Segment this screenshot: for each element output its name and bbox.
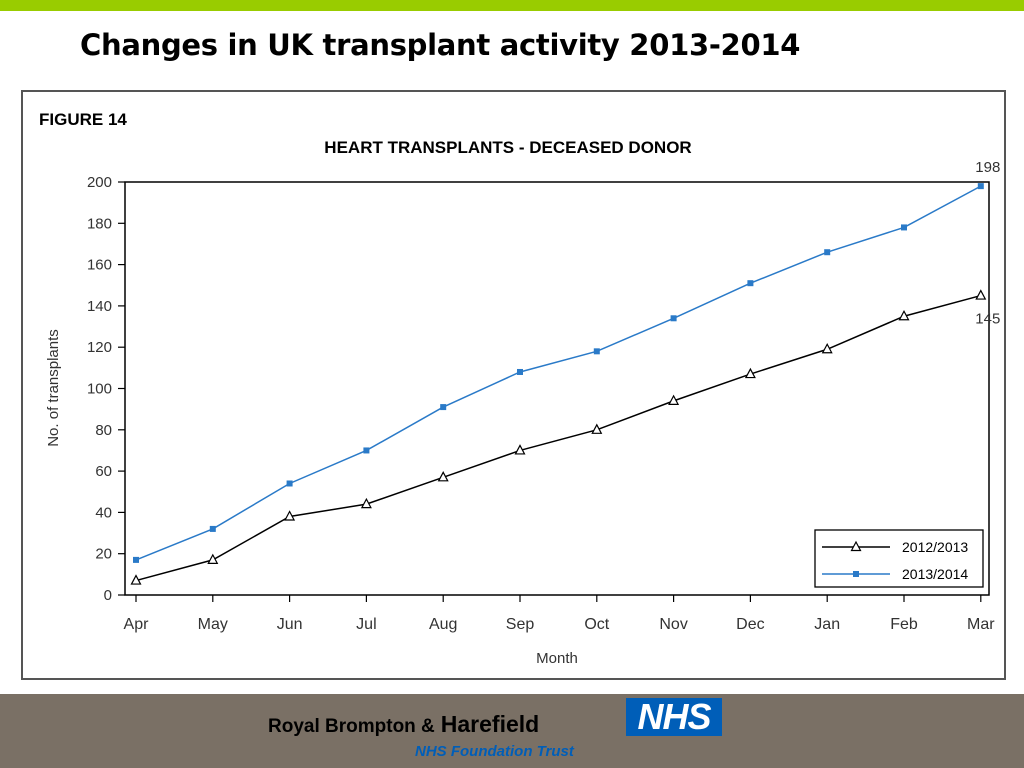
data-point bbox=[744, 367, 756, 379]
data-point bbox=[517, 368, 523, 375]
figure-label: FIGURE 14 bbox=[39, 110, 127, 129]
data-point bbox=[133, 556, 139, 563]
data-point bbox=[977, 183, 984, 190]
data-point bbox=[747, 280, 754, 287]
series-line bbox=[135, 294, 981, 582]
x-axis: Apr May Jun Jul Aug Sep Oct Nov Dec Jan Feb Mar bbox=[124, 595, 995, 633]
y-tick-label: 180 bbox=[87, 215, 112, 232]
figure-frame: FIGURE 14 HEART TRANSPLANTS - DECEASED D… bbox=[21, 90, 1006, 680]
y-axis: 0 20 40 60 80 100 120 140 160 180 200 bbox=[87, 174, 125, 604]
data-point bbox=[440, 404, 447, 411]
data-point bbox=[437, 471, 449, 482]
x-tick-label: Sep bbox=[506, 616, 535, 633]
organization-name-part1: Royal Brompton & bbox=[268, 716, 435, 737]
x-tick-label: Jun bbox=[277, 616, 303, 633]
nhs-foundation-trust-label: NHS Foundation Trust bbox=[415, 743, 574, 760]
series-2012-2013: 145 bbox=[130, 289, 1000, 585]
x-tick-label: Mar bbox=[967, 616, 995, 633]
series-layer: 145 198 bbox=[130, 159, 1000, 585]
data-point bbox=[821, 342, 833, 354]
legend-label: 2012/2013 bbox=[902, 539, 968, 555]
data-point bbox=[360, 497, 372, 509]
y-tick-label: 60 bbox=[95, 463, 112, 480]
legend-marker bbox=[853, 571, 859, 577]
footer-bar: Royal Brompton & Harefield NHS NHS Found… bbox=[0, 694, 1024, 768]
data-point bbox=[209, 525, 216, 532]
series-2013-2014: 198 bbox=[133, 159, 1000, 563]
y-tick-label: 200 bbox=[87, 174, 112, 191]
data-point bbox=[901, 224, 907, 231]
series-line bbox=[135, 185, 982, 561]
y-tick-label: 140 bbox=[87, 298, 112, 315]
legend-marker bbox=[850, 540, 862, 552]
x-tick-label: May bbox=[198, 616, 228, 633]
legend-label: 2013/2014 bbox=[902, 566, 968, 582]
y-tick-label: 40 bbox=[95, 504, 112, 521]
x-tick-label: Feb bbox=[890, 616, 918, 633]
data-point bbox=[593, 348, 600, 355]
data-point bbox=[284, 510, 296, 521]
chart-title: HEART TRANSPLANTS - DECEASED DONOR bbox=[324, 138, 691, 157]
data-point bbox=[670, 315, 677, 322]
data-point bbox=[207, 553, 219, 564]
y-tick-label: 120 bbox=[87, 339, 112, 356]
data-point bbox=[363, 447, 370, 454]
x-tick-label: Oct bbox=[584, 616, 609, 633]
data-point bbox=[514, 444, 526, 455]
organization-name: Royal Brompton & Harefield bbox=[268, 706, 539, 738]
data-point bbox=[824, 249, 831, 256]
x-tick-label: Dec bbox=[736, 616, 764, 633]
legend: 2012/2013 2013/2014 bbox=[814, 529, 984, 588]
y-tick-label: 160 bbox=[87, 257, 112, 274]
data-point bbox=[286, 480, 293, 487]
data-point bbox=[591, 423, 603, 434]
y-tick-label: 80 bbox=[95, 422, 112, 439]
organization-name-part2: Harefield bbox=[440, 711, 540, 737]
nhs-logo: NHS bbox=[626, 698, 722, 736]
y-tick-label: 20 bbox=[95, 546, 112, 563]
x-tick-label: Aug bbox=[429, 616, 457, 633]
data-point bbox=[975, 289, 987, 300]
data-label: 198 bbox=[975, 159, 1000, 176]
x-tick-label: Apr bbox=[124, 616, 150, 633]
y-tick-label: 100 bbox=[87, 381, 112, 398]
x-axis-title: Month bbox=[536, 650, 578, 667]
y-tick-label: 0 bbox=[104, 587, 112, 604]
legend-box bbox=[814, 529, 984, 588]
slide-title: Changes in UK transplant activity 2013-2… bbox=[80, 28, 801, 62]
x-tick-label: Jan bbox=[814, 616, 840, 633]
data-label: 145 bbox=[975, 311, 1000, 328]
y-axis-title: No. of transplants bbox=[45, 329, 62, 447]
data-point bbox=[898, 309, 910, 321]
data-point bbox=[668, 394, 680, 405]
x-tick-label: Jul bbox=[356, 616, 376, 633]
heart-transplant-line-chart: FIGURE 14 HEART TRANSPLANTS - DECEASED D… bbox=[39, 110, 1000, 667]
x-tick-label: Nov bbox=[659, 616, 687, 633]
data-point bbox=[130, 574, 142, 585]
top-accent-bar bbox=[0, 0, 1024, 11]
